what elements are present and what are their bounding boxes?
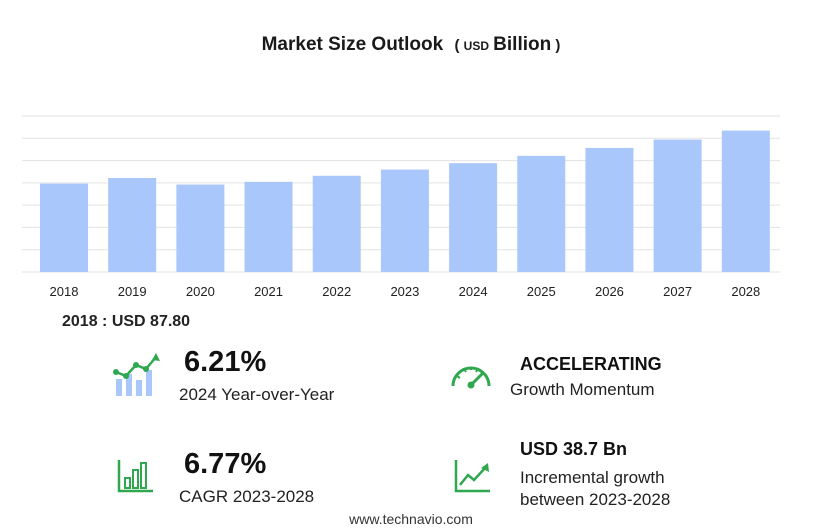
x-tick-label: 2021 <box>254 284 283 299</box>
yoy-label: 2024 Year-over-Year <box>179 385 335 404</box>
base-year-value: 2018 : USD 87.80 <box>62 313 191 330</box>
bar-2025 <box>517 155 566 272</box>
bar-2019 <box>108 177 157 272</box>
trend-line-icon <box>454 460 490 493</box>
incremental-label-line1: Incremental growth <box>520 468 665 487</box>
x-tick-label: 2027 <box>663 284 692 299</box>
title-unit-big: Billion <box>493 34 552 55</box>
momentum-label: Growth Momentum <box>510 380 655 399</box>
bar-2018 <box>40 183 88 272</box>
bar-2021 <box>244 181 293 272</box>
x-tick-label: 2025 <box>527 284 556 299</box>
cagr-label: CAGR 2023-2028 <box>179 487 315 506</box>
x-tick-label: 2020 <box>186 284 215 299</box>
bar-2022 <box>312 175 361 272</box>
x-tick-label: 2026 <box>595 284 624 299</box>
incremental-value: USD 38.7 Bn <box>520 439 628 459</box>
bar-growth-icon <box>113 353 160 396</box>
speedometer-icon <box>451 366 491 389</box>
x-tick-label: 2018 <box>50 284 79 299</box>
x-tick-label: 2024 <box>459 284 488 299</box>
title-unit: ( USD Billion ) <box>454 34 561 55</box>
momentum-value: ACCELERATING <box>520 354 662 374</box>
bar-2020 <box>176 184 225 272</box>
yoy-metric: 6.21% <box>184 346 266 379</box>
bar-chart: 2018 2019 2020 2021 2022 2023 2024 2025 2026 2027… <box>22 115 780 299</box>
bar-2023 <box>380 169 429 272</box>
x-tick-label: 2028 <box>731 284 760 299</box>
footer-source: www.technavio.com <box>349 511 473 527</box>
bar-2026 <box>585 147 634 272</box>
bar-2027 <box>653 139 702 272</box>
x-tick-label: 2019 <box>118 284 147 299</box>
incremental-label-line2: between 2023-2028 <box>520 490 671 509</box>
yoy-value: 6.21% <box>184 346 267 378</box>
x-tick-label: 2023 <box>390 284 419 299</box>
cagr-value: 6.77% <box>184 448 267 480</box>
bar-2028 <box>721 130 770 272</box>
title-main: Market Size Outlook <box>261 34 444 55</box>
title-unit-small: USD <box>463 39 489 53</box>
bar-2024 <box>449 163 498 272</box>
chart-title: Market Size Outlook ( USD Billion ) <box>0 34 822 56</box>
bar-chart-icon <box>117 460 153 493</box>
x-tick-label: 2022 <box>322 284 351 299</box>
